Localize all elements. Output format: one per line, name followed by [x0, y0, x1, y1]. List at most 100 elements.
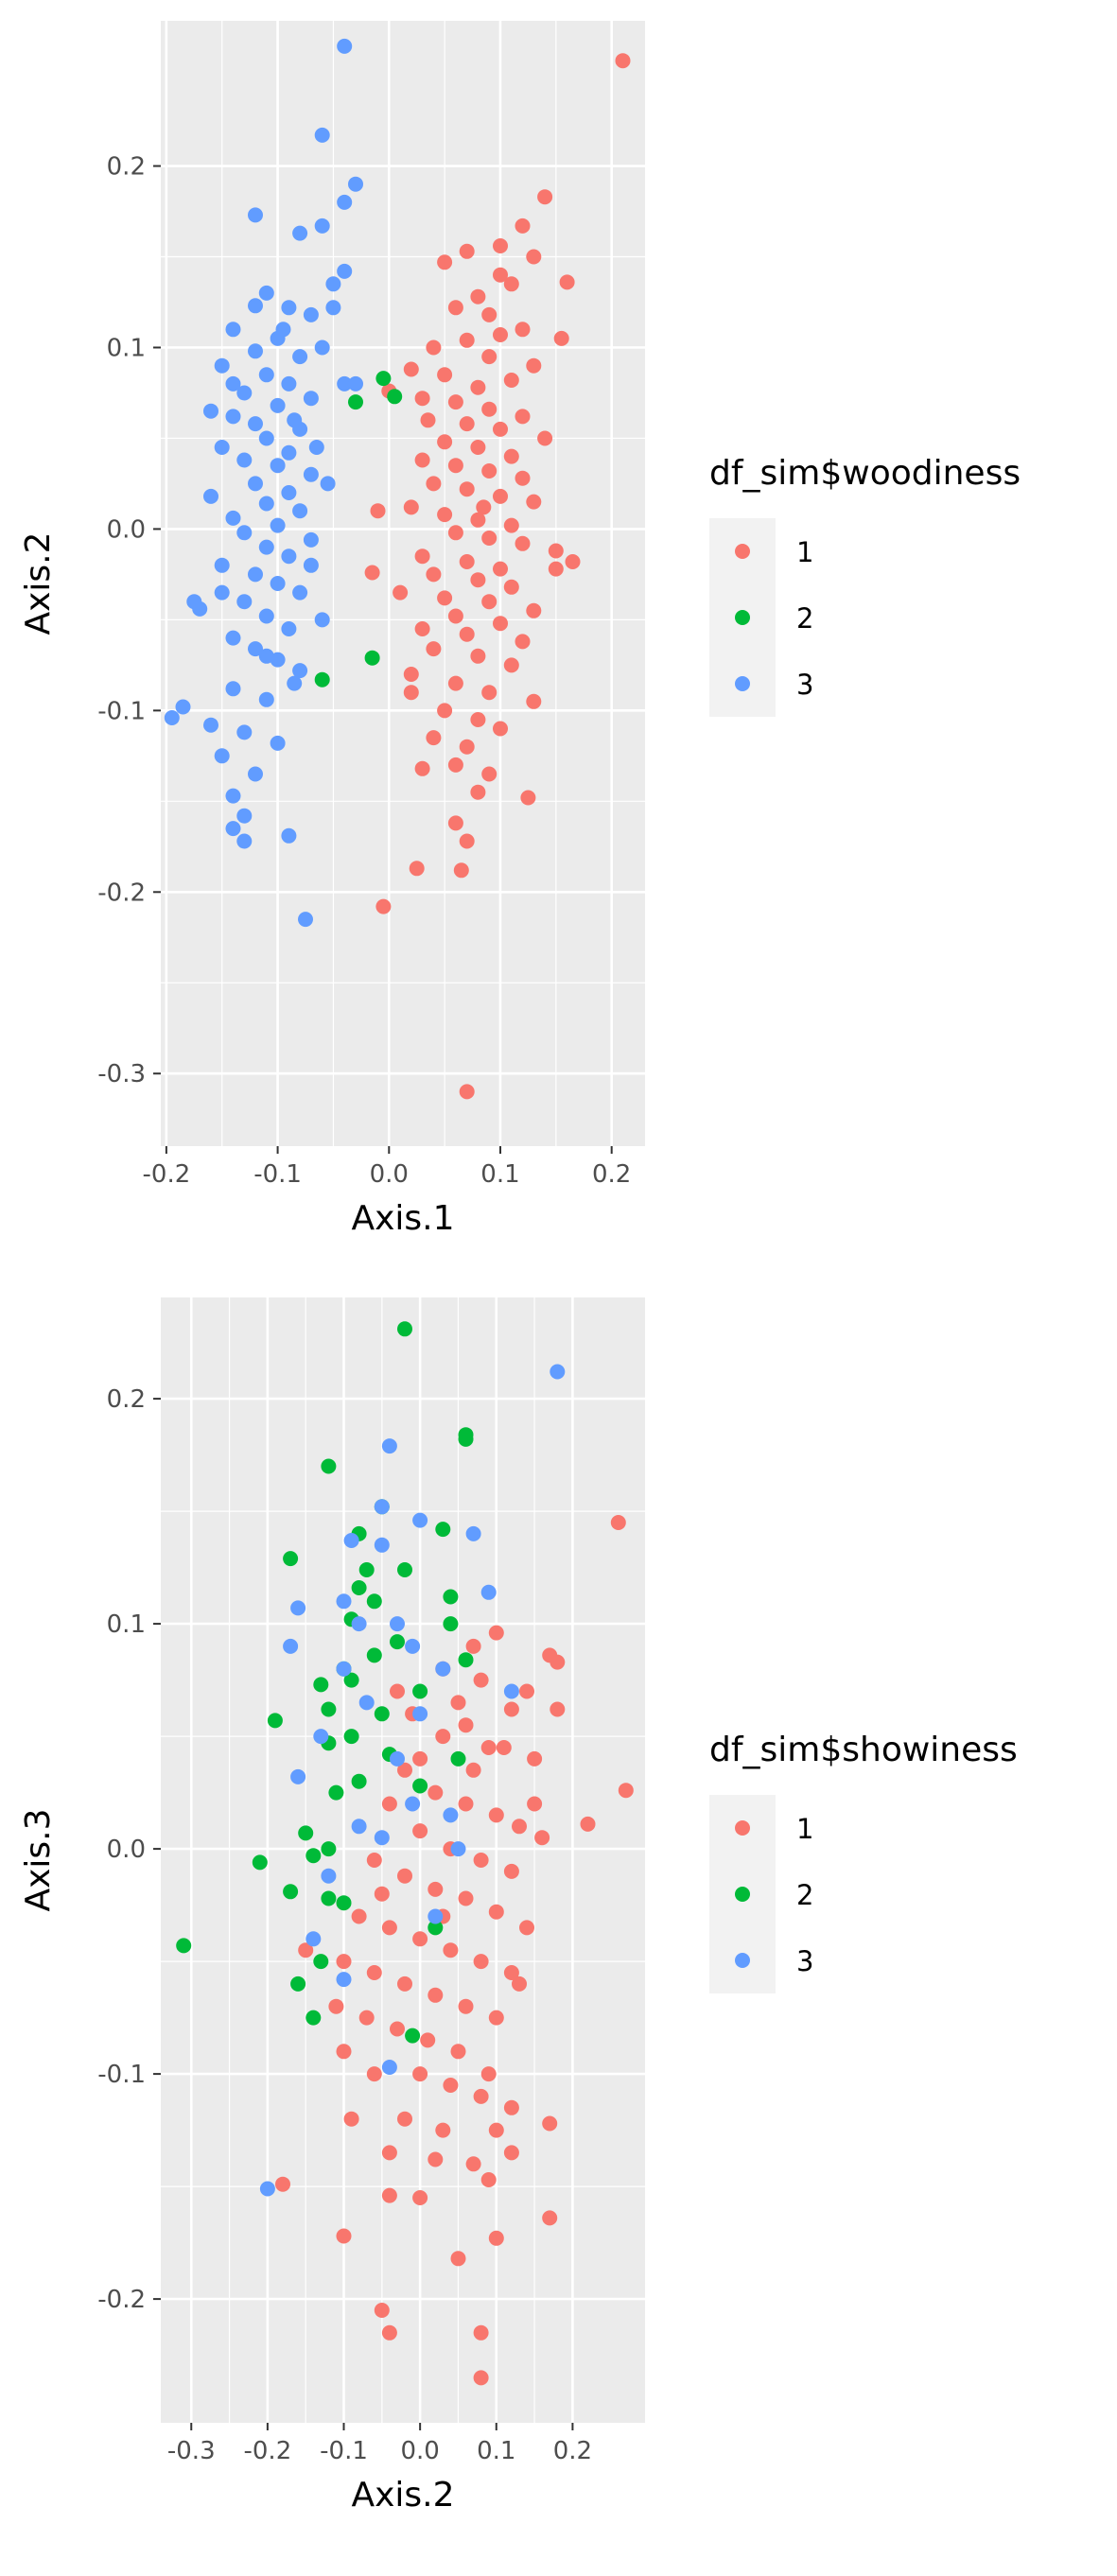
data-point-series-1	[370, 503, 386, 519]
data-point-series-1	[537, 189, 553, 205]
data-point-series-3	[175, 699, 191, 715]
data-point-series-3	[381, 2060, 397, 2075]
legend-label-3: 3	[796, 1945, 813, 1977]
data-point-series-3	[248, 566, 263, 583]
data-point-series-3	[325, 276, 341, 292]
data-point-series-1	[473, 2324, 489, 2341]
data-point-series-1	[610, 1515, 626, 1530]
data-point-series-3	[325, 300, 341, 316]
data-point-series-1	[496, 1740, 512, 1755]
data-point-series-3	[248, 641, 263, 657]
data-point-series-1	[548, 543, 564, 559]
data-point-series-3	[405, 1796, 421, 1812]
data-point-series-1	[512, 1819, 527, 1835]
data-point-series-1	[428, 1881, 444, 1897]
data-point-series-1	[519, 1683, 534, 1699]
data-point-series-2	[351, 1773, 367, 1789]
data-point-series-1	[473, 2088, 489, 2104]
data-point-series-1	[503, 1965, 519, 1980]
data-point-series-1	[403, 499, 419, 515]
legend: df_sim$woodiness 1 2 3	[709, 454, 1021, 717]
data-point-series-1	[470, 440, 486, 455]
data-point-series-3	[314, 612, 330, 628]
data-point-series-3	[290, 1768, 306, 1784]
data-point-series-1	[534, 1830, 550, 1846]
data-point-series-1	[458, 1796, 474, 1812]
data-point-series-3	[287, 675, 303, 691]
data-point-series-3	[203, 488, 218, 504]
data-point-series-3	[292, 584, 308, 600]
data-point-series-1	[503, 448, 519, 464]
data-point-series-1	[470, 288, 486, 305]
data-point-series-1	[412, 2066, 428, 2082]
y-tick-label: 0.0	[107, 1836, 146, 1864]
legend: df_sim$showiness 1 2 3	[709, 1731, 1018, 1993]
data-point-series-3	[203, 403, 218, 419]
data-point-series-2	[397, 1321, 412, 1337]
data-point-series-3	[290, 1600, 306, 1616]
data-point-series-1	[480, 2066, 497, 2082]
data-point-series-3	[236, 452, 253, 468]
data-point-series-1	[473, 1672, 489, 1688]
data-point-series-3	[374, 1537, 390, 1553]
data-point-series-1	[437, 703, 453, 719]
data-point-series-3	[313, 1729, 329, 1745]
data-point-series-1	[397, 1976, 412, 1992]
data-point-series-1	[447, 675, 463, 691]
data-point-series-1	[328, 1998, 344, 2014]
data-point-series-3	[337, 263, 353, 279]
data-point-series-2	[283, 1884, 299, 1900]
data-point-series-1	[414, 548, 430, 565]
data-point-series-3	[214, 357, 230, 374]
chart-panel-2: -0.3 -0.2 -0.1 0.0 0.1 0.2 -0.2 -0.1 0.0 0.1 0.2 Ax…	[19, 1297, 1018, 2515]
data-point-series-3	[321, 1868, 337, 1884]
data-point-series-1	[512, 1976, 527, 1992]
legend-title: df_sim$showiness	[709, 1731, 1018, 1769]
data-point-series-3	[248, 416, 263, 432]
data-point-series-1	[559, 274, 575, 290]
data-point-series-3	[337, 375, 353, 392]
legend-key-3	[735, 676, 750, 691]
x-tick-label: 0.1	[477, 2437, 515, 2465]
data-point-series-2	[283, 1551, 299, 1567]
data-point-series-1	[459, 243, 475, 259]
data-point-series-3	[287, 412, 303, 428]
data-point-series-1	[414, 391, 430, 407]
data-point-series-1	[390, 1683, 405, 1699]
data-point-series-1	[458, 1717, 474, 1733]
data-point-series-3	[351, 1616, 367, 1632]
data-point-series-3	[428, 1908, 444, 1924]
y-tick-label: 0.0	[107, 515, 146, 544]
data-point-series-1	[447, 608, 463, 624]
data-point-series-3	[381, 1438, 397, 1454]
data-point-series-3	[390, 1750, 405, 1767]
data-point-series-3	[351, 1819, 367, 1835]
data-point-series-3	[270, 517, 286, 533]
data-point-series-3	[405, 1638, 421, 1654]
data-point-series-1	[503, 579, 519, 595]
data-point-series-1	[426, 476, 442, 492]
data-point-series-1	[493, 421, 508, 437]
data-point-series-1	[526, 357, 542, 374]
data-point-series-1	[480, 1740, 497, 1755]
data-point-series-2	[412, 1778, 428, 1794]
legend-label-3: 3	[796, 669, 813, 701]
y-axis-title: Axis.3	[19, 1808, 58, 1911]
data-point-series-3	[186, 594, 202, 610]
data-point-series-3	[336, 1972, 352, 1988]
data-point-series-1	[374, 1886, 390, 1902]
y-tick-label: 0.2	[107, 153, 146, 182]
data-point-series-1	[503, 2145, 519, 2161]
data-point-series-1	[473, 2370, 489, 2386]
data-point-series-3	[236, 385, 253, 401]
legend-key-1	[735, 1820, 750, 1836]
data-point-series-1	[465, 2156, 481, 2172]
data-point-series-2	[336, 1895, 352, 1911]
data-point-series-1	[493, 327, 508, 342]
data-point-series-3	[248, 343, 263, 359]
data-point-series-1	[470, 512, 486, 528]
plot-panel	[161, 1297, 645, 2423]
data-point-series-3	[281, 375, 297, 392]
data-point-series-3	[337, 194, 353, 210]
data-point-series-3	[443, 1807, 459, 1823]
